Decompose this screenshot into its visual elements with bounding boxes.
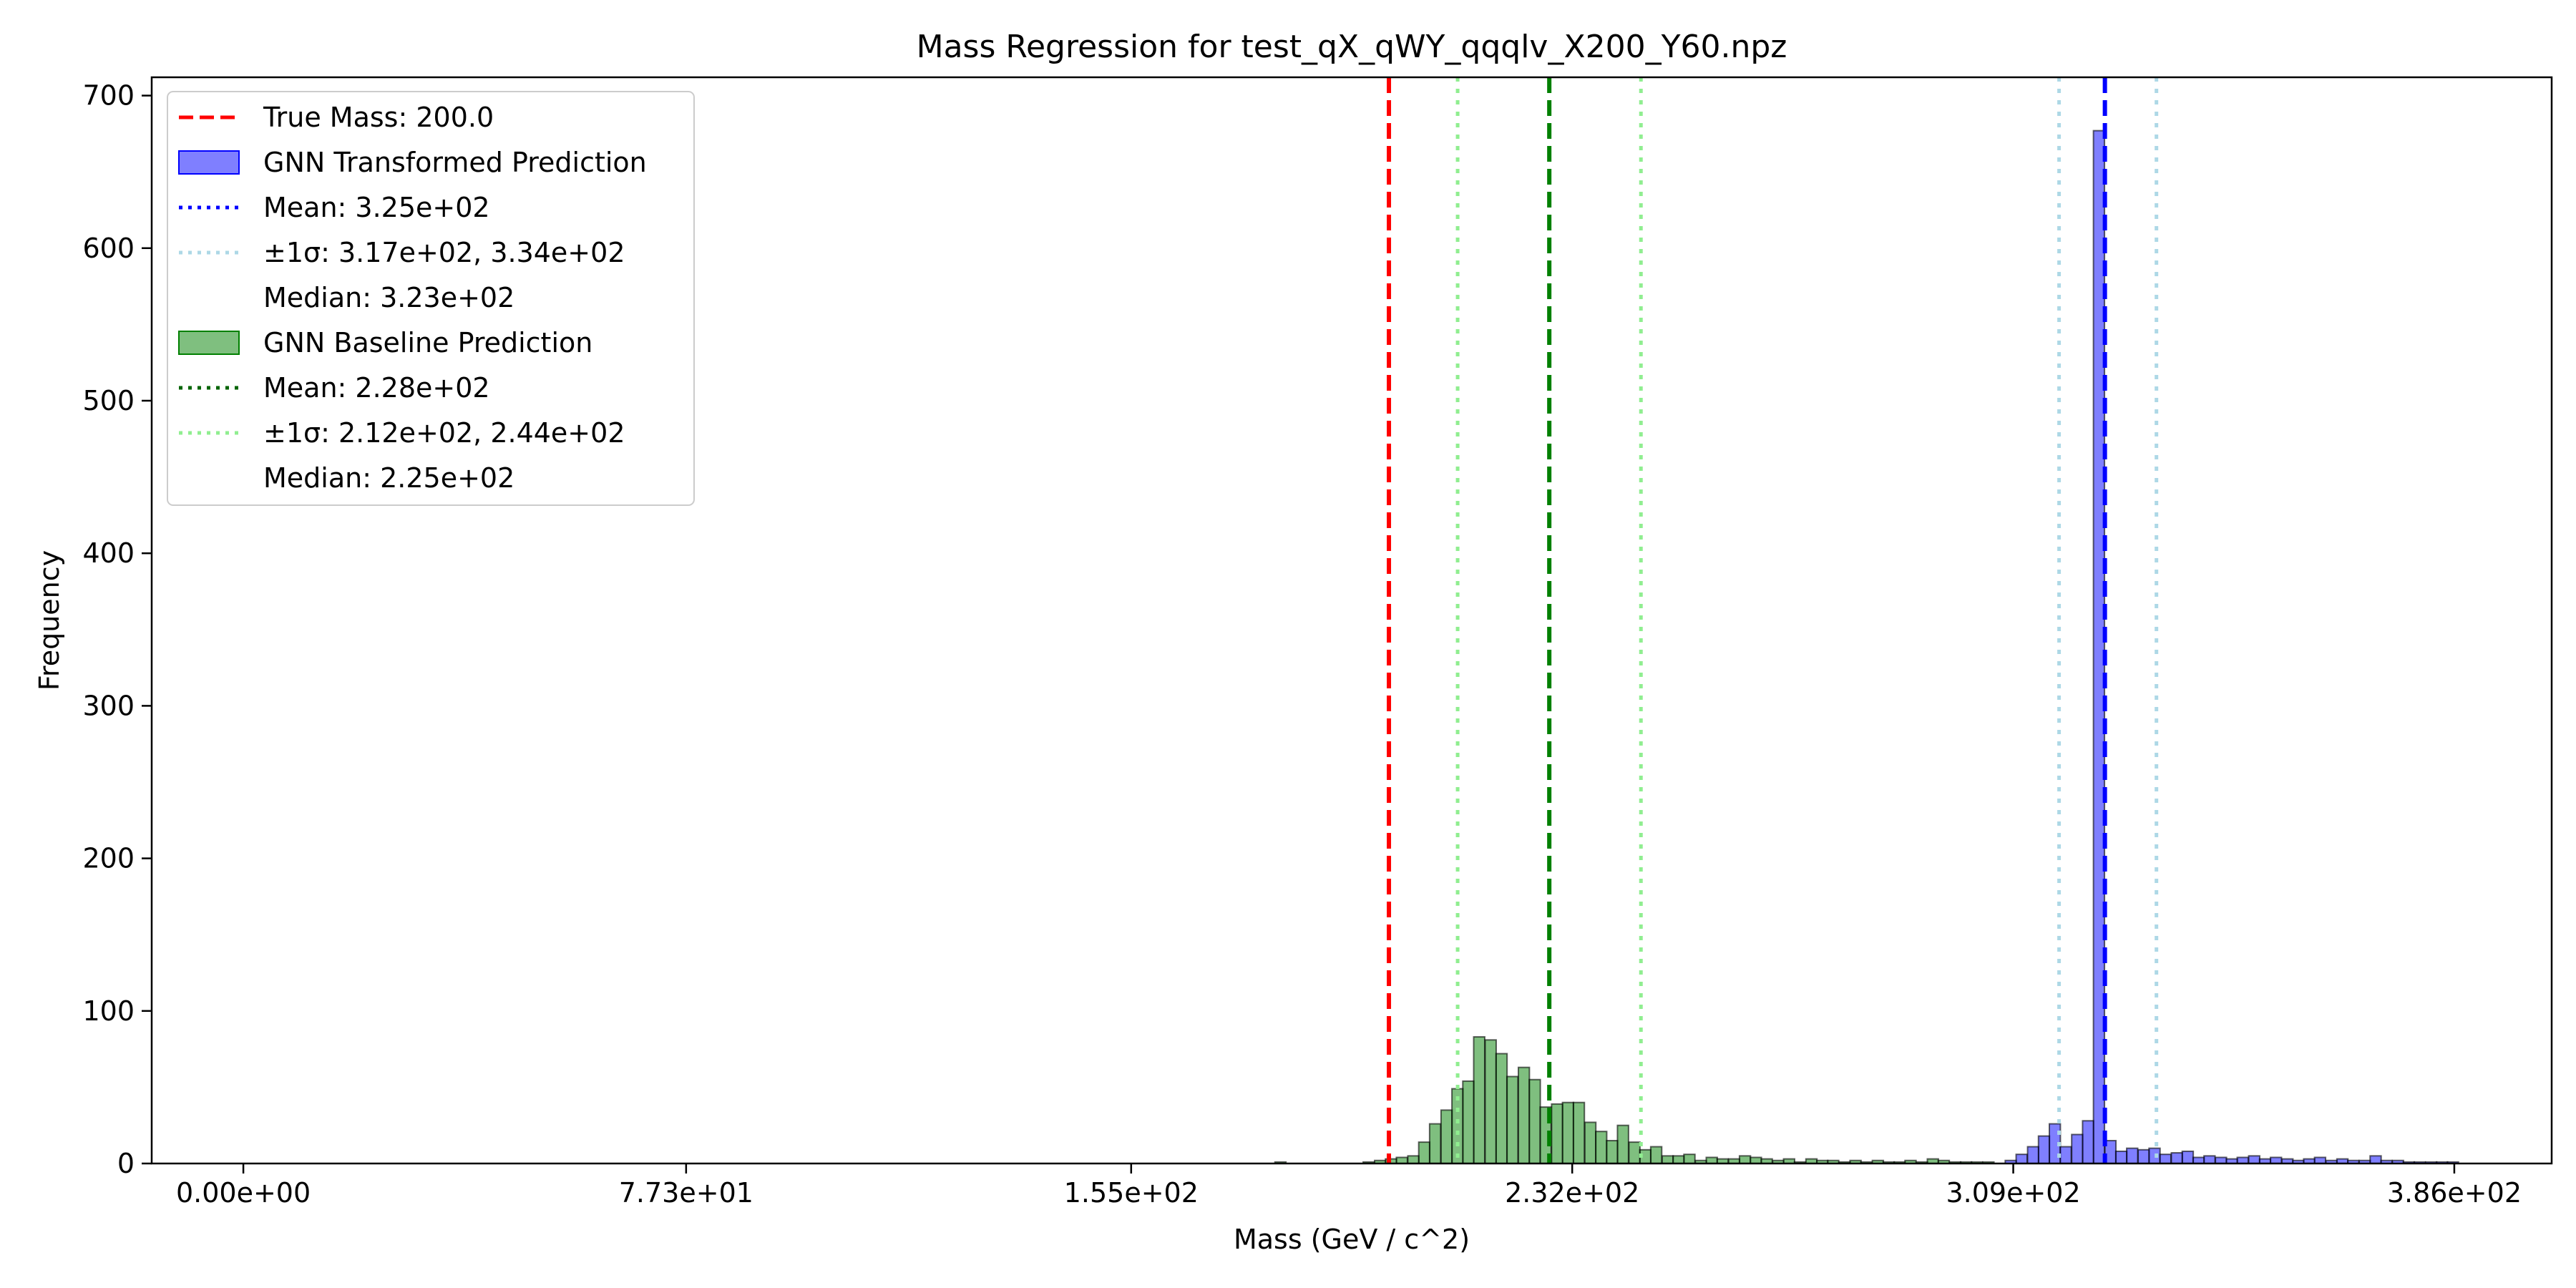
- histogram-bar: [1616, 1124, 1629, 1163]
- histogram-bar: [2248, 1155, 2261, 1163]
- histogram-bar: [2137, 1148, 2150, 1163]
- histogram-bar: [2170, 1152, 2183, 1163]
- histogram-bar: [2126, 1147, 2139, 1163]
- histogram-bar: [1672, 1155, 1685, 1163]
- y-axis-label: Frequency: [34, 550, 65, 691]
- histogram-bar: [1683, 1153, 1696, 1163]
- legend: True Mass: 200.0 GNN Transformed Predicti…: [167, 91, 695, 506]
- histogram-bar: [1584, 1121, 1597, 1163]
- histogram-bar: [2071, 1133, 2084, 1163]
- histogram-bar: [1606, 1140, 1619, 1163]
- y-tick-label: 700: [82, 80, 135, 112]
- histogram-bar: [2114, 1150, 2128, 1163]
- legend-entry: Median: 3.23e+02: [263, 282, 514, 313]
- legend-label: Mean: 2.28e+02: [263, 372, 490, 404]
- histogram-bar: [1428, 1123, 1442, 1163]
- histogram-bar: [1750, 1156, 1762, 1163]
- histogram-bar: [2236, 1156, 2249, 1163]
- histogram-bar: [1628, 1141, 1641, 1163]
- x-tick-label: 2.32e+02: [1505, 1177, 1639, 1209]
- histogram-bar: [2269, 1156, 2283, 1163]
- histogram-bar: [2181, 1150, 2195, 1163]
- histogram-bar: [1738, 1155, 1752, 1163]
- legend-label: ±1σ: 2.12e+02, 2.44e+02: [263, 417, 625, 449]
- histogram-bar: [1407, 1155, 1420, 1163]
- histogram-bar: [1473, 1036, 1485, 1163]
- y-tick-label: 300: [82, 690, 135, 721]
- histogram-bar: [1418, 1141, 1431, 1163]
- histogram-bar: [2148, 1147, 2161, 1163]
- y-tick-label: 100: [82, 995, 135, 1027]
- histogram-bar: [2037, 1135, 2051, 1163]
- legend-handle: [178, 150, 240, 175]
- histogram-bar: [2203, 1155, 2216, 1163]
- y-tick-label: 0: [117, 1148, 135, 1179]
- histogram-bar: [1440, 1109, 1453, 1163]
- histogram-bar: [1649, 1146, 1663, 1163]
- x-tick-label: 7.73e+01: [619, 1177, 753, 1209]
- histogram-bar: [2026, 1146, 2040, 1163]
- legend-entry: Mean: 3.25e+02: [179, 192, 490, 223]
- histogram-bar: [1551, 1103, 1563, 1163]
- legend-entry: ±1σ: 2.12e+02, 2.44e+02: [179, 417, 625, 449]
- x-tick-label: 0.00e+00: [176, 1177, 311, 1209]
- histogram-bar: [1395, 1156, 1408, 1163]
- legend-label: GNN Transformed Prediction: [263, 147, 647, 178]
- histogram-bar: [2092, 130, 2106, 1163]
- legend-entry: True Mass: 200.0: [179, 102, 494, 133]
- histogram-bar: [2082, 1120, 2094, 1163]
- histogram-bar: [2313, 1156, 2327, 1163]
- histogram-bar: [2059, 1146, 2072, 1163]
- legend-entry: Mean: 2.28e+02: [179, 372, 490, 404]
- reference-lines: [1387, 77, 2159, 1163]
- legend-label: GNN Baseline Prediction: [263, 327, 592, 358]
- y-axis-ticks: 0 100 200 300 400 500 600 700: [82, 80, 152, 1179]
- x-axis-ticks: 0.00e+00 7.73e+01 1.55e+02 2.32e+02 3.09e+02…: [176, 1163, 2522, 1209]
- x-tick-label: 1.55e+02: [1064, 1177, 1199, 1209]
- histogram-bar: [2015, 1153, 2029, 1163]
- y-tick-label: 500: [82, 385, 135, 416]
- plot-frame: [150, 76, 2553, 1165]
- legend-entry: GNN Transformed Prediction: [178, 147, 647, 178]
- legend-handle: [178, 331, 240, 355]
- legend-label: True Mass: 200.0: [263, 102, 494, 133]
- histogram-bar: [1595, 1131, 1608, 1163]
- histogram-bar: [1462, 1080, 1475, 1163]
- x-tick-label: 3.09e+02: [1946, 1177, 2080, 1209]
- legend-entry: ±1σ: 3.17e+02, 3.34e+02: [179, 237, 625, 268]
- histogram-bar: [1572, 1101, 1586, 1163]
- chart-title: Mass Regression for test_qX_qWY_qqqlv_X2…: [917, 29, 1787, 65]
- legend-label: Mean: 3.25e+02: [263, 192, 490, 223]
- legend-label: Median: 3.23e+02: [263, 282, 514, 313]
- legend-label: ±1σ: 3.17e+02, 3.34e+02: [263, 237, 625, 268]
- x-axis-label: Mass (GeV / c^2): [1234, 1224, 1470, 1255]
- histogram-bar: [1561, 1101, 1575, 1163]
- histogram-bar: [1506, 1075, 1519, 1163]
- histogram-bar: [1705, 1156, 1718, 1163]
- histogram-bar: [2159, 1153, 2172, 1163]
- legend-box: [167, 91, 695, 506]
- histogram-bar: [2369, 1155, 2382, 1163]
- histogram-bar: [2192, 1156, 2205, 1163]
- histogram-bar: [1517, 1066, 1531, 1163]
- histogram-bar: [1661, 1155, 1674, 1163]
- legend-entry: GNN Baseline Prediction: [178, 327, 592, 358]
- histogram-bars: [1274, 130, 2459, 1163]
- histogram-bar: [1495, 1053, 1508, 1163]
- legend-label: Median: 2.25e+02: [263, 462, 514, 494]
- legend-entry: Median: 2.25e+02: [263, 462, 514, 494]
- histogram-bar: [2215, 1156, 2228, 1163]
- y-tick-label: 400: [82, 537, 135, 569]
- y-tick-label: 600: [82, 233, 135, 264]
- histogram-bar: [1528, 1078, 1541, 1163]
- histogram-bar: [1484, 1039, 1497, 1163]
- y-tick-label: 200: [82, 843, 135, 874]
- x-tick-label: 3.86e+02: [2387, 1177, 2522, 1209]
